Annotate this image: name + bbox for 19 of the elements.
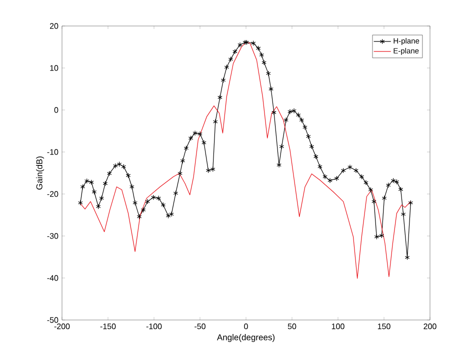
y-tick-label: -40 [47, 275, 58, 281]
y-tick-label: -30 [47, 233, 58, 239]
x-tick-label: -150 [100, 324, 116, 330]
y-tick-label: -10 [47, 149, 58, 155]
y-tick-label: 20 [50, 23, 58, 29]
y-tick-label: -20 [47, 191, 58, 197]
x-tick-label: -50 [194, 324, 206, 330]
y-tick-label: 0 [54, 107, 58, 113]
y-axis-title: Gain(dB) [36, 156, 44, 190]
x-tick-label: 0 [244, 324, 248, 330]
x-tick-label: 100 [332, 324, 344, 330]
x-tick-label: 150 [378, 324, 390, 330]
y-tick-label: -50 [47, 317, 58, 323]
x-tick-label: 50 [288, 324, 296, 330]
x-tick-label: -100 [146, 324, 162, 330]
x-axis-title: Angle(degrees) [216, 334, 275, 342]
x-tick-label: 200 [424, 324, 436, 330]
x-tick-label: -200 [54, 324, 70, 330]
y-tick-label: 10 [50, 65, 58, 71]
